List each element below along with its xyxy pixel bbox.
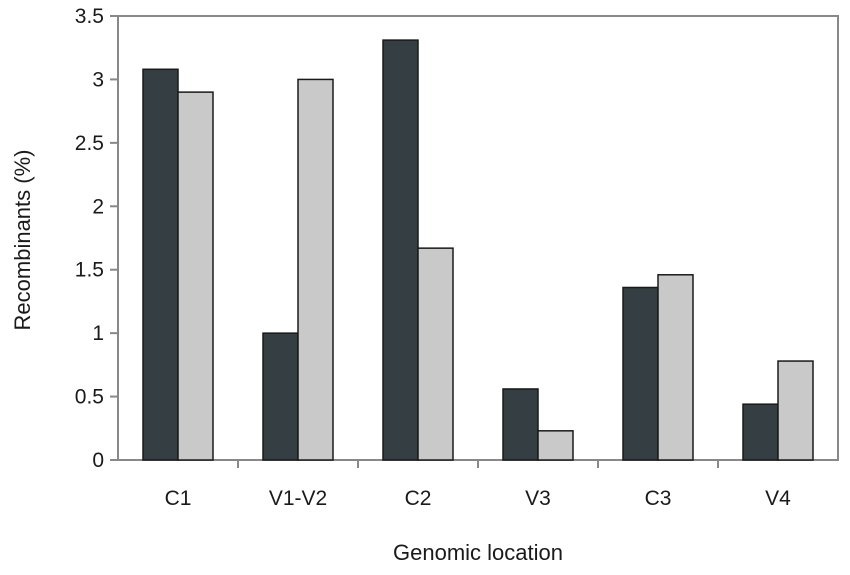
- y-tick-label: 1: [92, 322, 104, 345]
- x-axis-title: Genomic location: [393, 540, 563, 565]
- y-tick-label: 1.5: [75, 259, 104, 282]
- y-tick-label: 0: [92, 449, 104, 472]
- bar-series-1-v1-v2: [262, 332, 299, 461]
- y-axis-title: Recombinants (%): [10, 150, 35, 331]
- bar-series-1-v4: [742, 403, 779, 461]
- bar-series-2-v3: [537, 430, 574, 461]
- plot-border: [117, 15, 839, 461]
- bar-series-2-c1: [177, 91, 214, 461]
- x-tick-label: C2: [405, 487, 432, 510]
- plot-frame: [117, 15, 839, 461]
- bar-series-1-v3: [502, 388, 539, 461]
- y-tick-label: 2: [92, 195, 104, 218]
- bar-series-2-v1-v2: [297, 78, 334, 461]
- y-tick-label: 2.5: [75, 132, 104, 155]
- bar-series-1-c2: [382, 39, 419, 461]
- x-tick-label: C1: [165, 487, 192, 510]
- bars: [142, 39, 814, 461]
- y-axis: 0 0.5 1 1.5 2 2.5 3 3.5: [75, 5, 118, 472]
- bar-series-2-v4: [777, 360, 814, 461]
- bar-series-1-c1: [142, 68, 179, 461]
- bar-series-2-c3: [657, 274, 694, 461]
- x-tick-label: V3: [525, 487, 551, 510]
- y-tick-label: 3.5: [75, 5, 104, 28]
- x-tick-label: C3: [645, 487, 672, 510]
- bar-series-1-c3: [622, 286, 659, 461]
- y-tick-label: 0.5: [75, 386, 104, 409]
- bar-series-2-c2: [417, 247, 454, 461]
- x-axis: C1 V1-V2 C2 V3 C3 V4: [165, 460, 791, 510]
- x-tick-label: V1-V2: [269, 487, 327, 510]
- x-tick-label: V4: [765, 487, 791, 510]
- y-tick-label: 3: [92, 68, 104, 91]
